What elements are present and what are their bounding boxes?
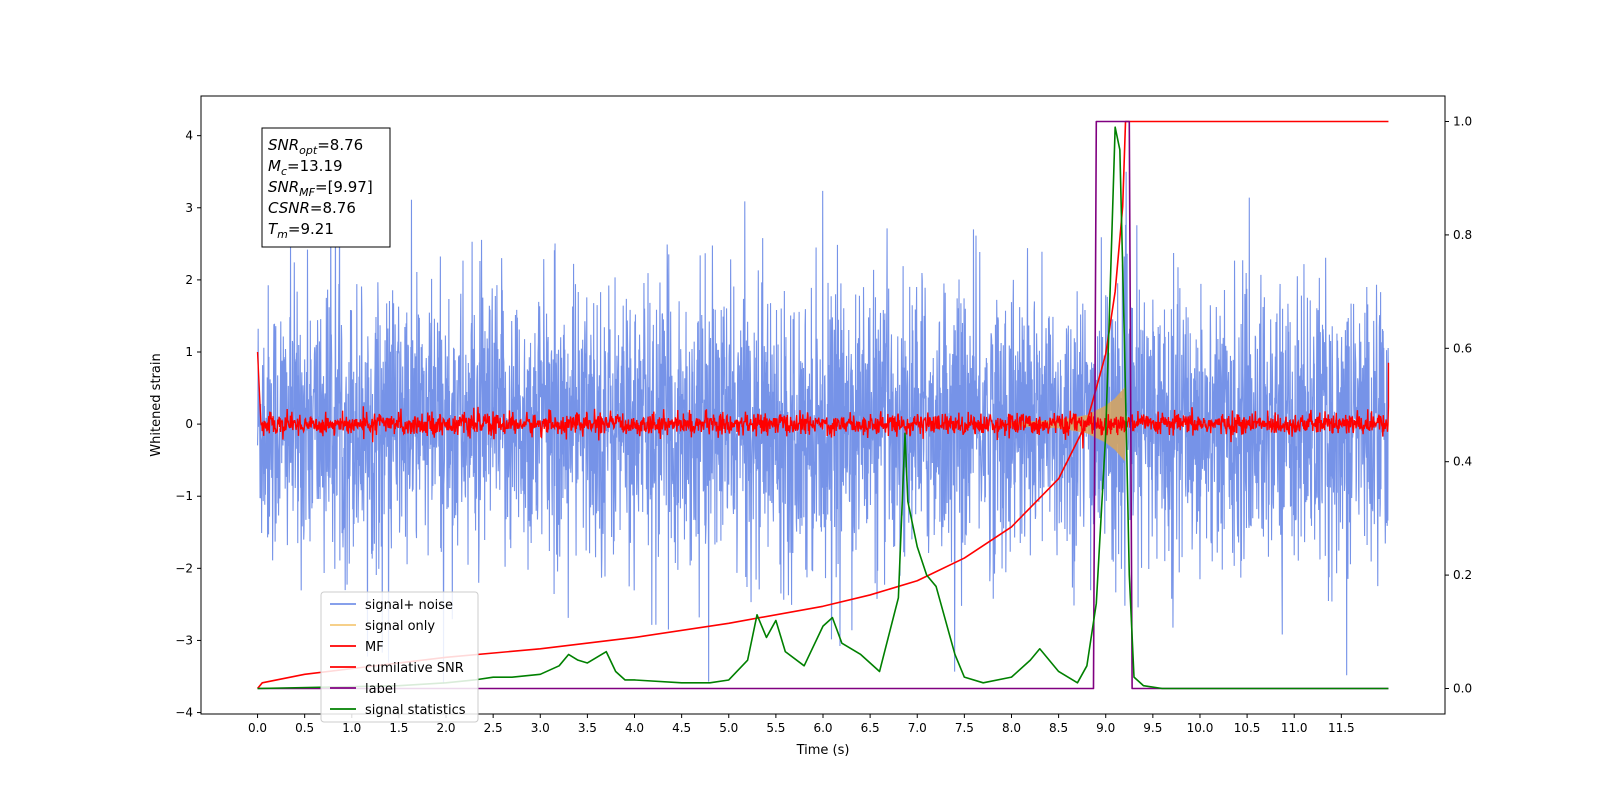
x-tick-label: 9.0 (1096, 721, 1115, 735)
y-tick-label: −2 (175, 561, 193, 575)
y-tick-label: 2 (185, 273, 193, 287)
x-tick-label: 1.0 (342, 721, 361, 735)
x-tick-label: 3.0 (531, 721, 550, 735)
stats-box-frame (261, 127, 391, 248)
y-tick-label: −3 (175, 633, 193, 647)
x-tick-label: 3.5 (578, 721, 597, 735)
legend: signal+ noise signal only MF cumilative SNR… (320, 591, 479, 723)
x-tick-label: 8.5 (1049, 721, 1068, 735)
y-tick-label: 4 (185, 129, 193, 143)
stats-line: Mc=13.19 (268, 157, 343, 178)
y-tick-label: 0 (185, 417, 193, 431)
x-axis-label: Time (s) (796, 743, 850, 758)
y-axis-label: Whitened strain (149, 353, 164, 456)
y2-tick-label: 1.0 (1453, 115, 1472, 129)
y2-tick-label: 0.8 (1453, 228, 1472, 242)
y2-tick-label: 0.0 (1453, 681, 1472, 695)
legend-label: signal statistics (365, 703, 466, 718)
x-tick-label: 6.5 (861, 721, 880, 735)
plot-area (200, 95, 1446, 715)
legend-label: cumilative SNR (365, 661, 464, 676)
x-tick-label: 2.5 (484, 721, 503, 735)
stats-line: CSNR=8.76 (268, 199, 356, 217)
x-tick-label: 5.0 (719, 721, 738, 735)
legend-label: signal+ noise (365, 598, 453, 613)
x-tick-label: 0.5 (295, 721, 314, 735)
y-tick-label: −4 (175, 706, 193, 720)
y-axis-right: 0.0 0.2 0.4 0.6 0.8 1.0 (1445, 115, 1472, 695)
stats-line: SNRopt=8.76 (268, 136, 363, 157)
y-tick-label: 1 (185, 345, 193, 359)
x-tick-label: 0.0 (248, 721, 267, 735)
y2-tick-label: 0.6 (1453, 341, 1472, 355)
legend-label: MF (365, 640, 384, 655)
x-tick-label: 11.5 (1328, 721, 1355, 735)
x-tick-label: 7.0 (908, 721, 927, 735)
x-tick-label: 2.0 (436, 721, 455, 735)
series-layer (256, 120, 1390, 690)
y-tick-label: 3 (185, 201, 193, 215)
legend-frame (320, 591, 479, 723)
series-mf (256, 351, 1390, 449)
x-tick-label: 4.5 (672, 721, 691, 735)
x-tick-label: 1.5 (389, 721, 408, 735)
x-tick-label: 10.5 (1234, 721, 1261, 735)
legend-label: label (365, 682, 396, 697)
x-tick-label: 10.0 (1187, 721, 1214, 735)
stats-line: Tm=9.21 (268, 220, 334, 241)
x-tick-label: 9.5 (1143, 721, 1162, 735)
x-tick-label: 11.0 (1281, 721, 1308, 735)
y2-tick-label: 0.2 (1453, 568, 1472, 582)
stats-line: SNRMF=[9.97] (268, 178, 373, 199)
legend-label: signal only (365, 619, 435, 634)
series-signal-statistics (257, 126, 1389, 690)
x-tick-label: 6.0 (813, 721, 832, 735)
x-tick-label: 5.5 (766, 721, 785, 735)
y-axis-left: −4 −3 −2 −1 0 1 2 3 4 (175, 129, 201, 720)
stats-box: SNRopt=8.76Mc=13.19SNRMF=[9.97]CSNR=8.76… (261, 127, 391, 248)
y2-tick-label: 0.4 (1453, 455, 1472, 469)
x-axis: 0.0 0.5 1.0 1.5 2.0 2.5 3.0 3.5 4.0 4.5 5.0 5.5 6.0 6… (248, 714, 1355, 735)
x-tick-label: 7.5 (955, 721, 974, 735)
x-tick-label: 8.0 (1002, 721, 1021, 735)
x-tick-label: 4.0 (625, 721, 644, 735)
y-tick-label: −1 (175, 489, 193, 503)
